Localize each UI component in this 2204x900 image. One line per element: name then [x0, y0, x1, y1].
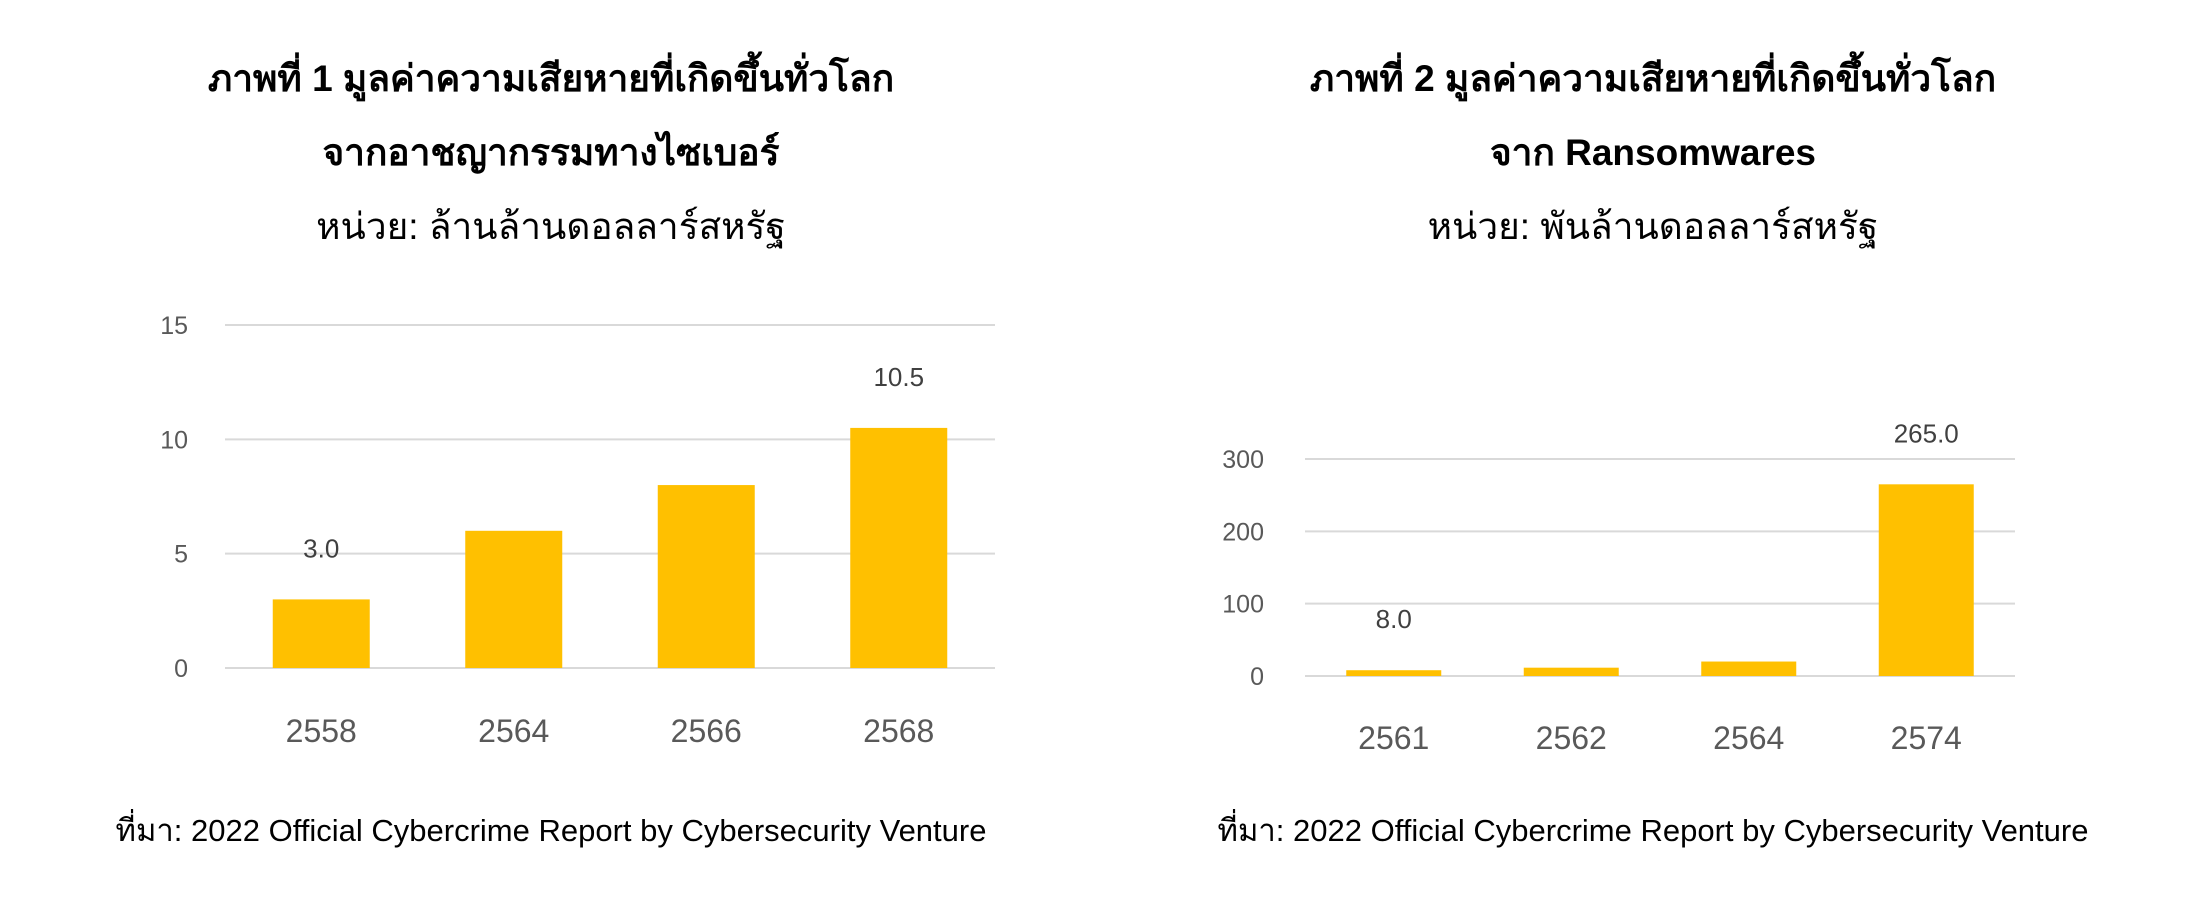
bar	[272, 599, 370, 668]
chart-2-unit: หน่วย: พันล้านดอลลาร์สหรัฐ	[1427, 206, 1879, 247]
x-tick-label: 2566	[671, 713, 742, 749]
bar	[1346, 670, 1442, 676]
chart-1-title: ภาพที่ 1 มูลค่าความเสียหายที่เกิดขึ้นทั่…	[207, 58, 895, 99]
y-tick-label: 200	[1222, 518, 1264, 546]
y-tick-label: 5	[174, 541, 188, 569]
y-tick-label: 100	[1222, 591, 1264, 619]
y-tick-label: 15	[160, 312, 188, 340]
x-tick-label: 2561	[1358, 720, 1429, 756]
bar	[1701, 661, 1797, 676]
chart-2-source: ที่มา: 2022 Official Cybercrime Report b…	[1217, 813, 2089, 848]
chart-2-plot: 0 100 200 300 2561 8.0 2562 2564 2574 265.0	[1222, 418, 2015, 756]
chart-1-subtitle: จากอาชญากรรมทางไซเบอร์	[322, 132, 780, 173]
chart-1-source: ที่มา: 2022 Official Cybercrime Report b…	[115, 813, 987, 848]
chart-1-plot: 0 5 10 15 2558 3.0 2564 2566 2568 10.5	[160, 312, 995, 749]
x-tick-label: 2564	[1713, 720, 1784, 756]
bar	[1878, 484, 1974, 676]
bar	[1523, 667, 1619, 676]
x-tick-label: 2558	[286, 713, 357, 749]
chart-2-title: ภาพที่ 2 มูลค่าความเสียหายที่เกิดขึ้นทั่…	[1309, 58, 1997, 99]
data-label: 3.0	[303, 533, 339, 563]
x-tick-label: 2562	[1536, 720, 1607, 756]
chart-panel-1: ภาพที่ 1 มูลค่าความเสียหายที่เกิดขึ้นทั่…	[115, 58, 995, 848]
x-tick-label: 2564	[478, 713, 549, 749]
data-label: 8.0	[1376, 604, 1412, 634]
y-tick-label: 10	[160, 426, 188, 454]
bar	[657, 485, 755, 668]
chart-panel-2: ภาพที่ 2 มูลค่าความเสียหายที่เกิดขึ้นทั่…	[1102, 0, 2204, 900]
x-tick-label: 2574	[1891, 720, 1962, 756]
y-tick-label: 0	[174, 655, 188, 683]
y-tick-label: 0	[1250, 663, 1264, 691]
chart-1-unit: หน่วย: ล้านล้านดอลลาร์สหรัฐ	[316, 206, 786, 247]
y-tick-label: 300	[1222, 446, 1264, 474]
x-tick-label: 2568	[863, 713, 934, 749]
data-label: 265.0	[1894, 418, 1959, 448]
data-label: 10.5	[873, 362, 924, 392]
chart-2-subtitle: จาก Ransomwares	[1489, 132, 1817, 173]
bar	[465, 530, 563, 668]
bar	[850, 427, 948, 668]
